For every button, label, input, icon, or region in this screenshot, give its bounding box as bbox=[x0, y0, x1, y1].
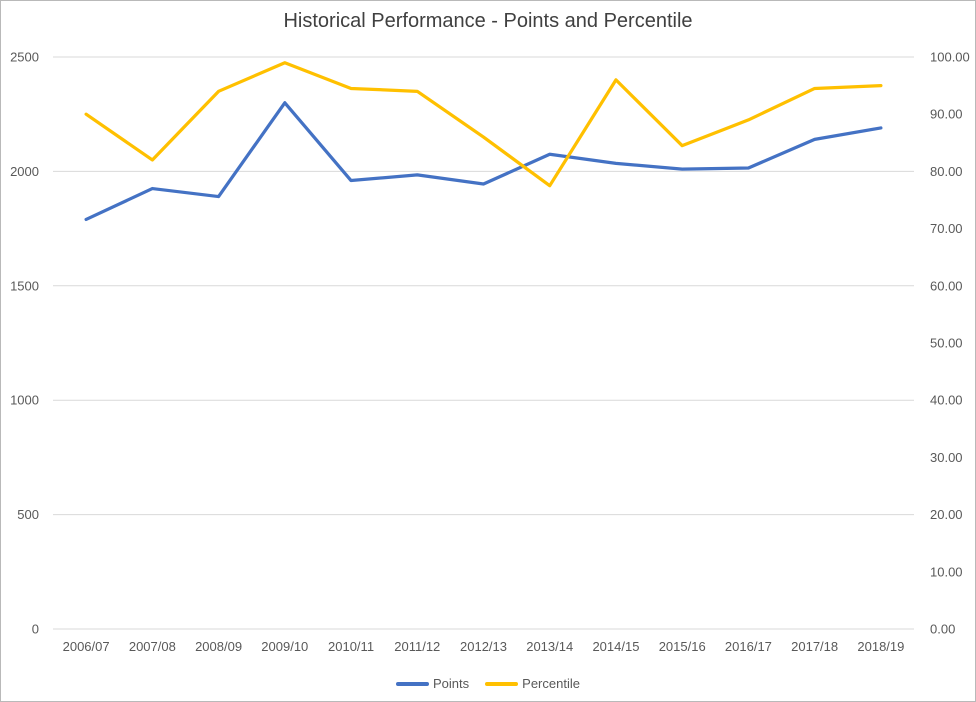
x-axis-label: 2011/12 bbox=[394, 639, 440, 654]
legend: Points Percentile bbox=[1, 676, 975, 691]
y-axis-label-right: 40.00 bbox=[930, 393, 963, 408]
x-axis-label: 2014/15 bbox=[592, 639, 639, 654]
y-axis-label-left: 1000 bbox=[10, 393, 39, 408]
percentile-line-swatch bbox=[485, 681, 519, 686]
x-axis-label: 2007/08 bbox=[129, 639, 176, 654]
points-line bbox=[84, 101, 883, 222]
x-axis-label: 2009/10 bbox=[261, 639, 308, 654]
points-line-swatch bbox=[396, 681, 430, 686]
x-axis-label: 2013/14 bbox=[526, 639, 573, 654]
y-axis-label-left: 0 bbox=[32, 622, 39, 637]
legend-item-points: Points bbox=[396, 676, 469, 691]
y-axis-label-left: 1500 bbox=[10, 278, 39, 293]
y-axis-label-right: 80.00 bbox=[930, 164, 963, 179]
legend-label-percentile: Percentile bbox=[522, 676, 580, 691]
x-axis-label: 2010/11 bbox=[328, 639, 374, 654]
x-axis-label: 2018/19 bbox=[857, 639, 904, 654]
x-axis-label: 2006/07 bbox=[63, 639, 110, 654]
y-axis-label-left: 500 bbox=[17, 507, 39, 522]
y-axis-label-left: 2500 bbox=[10, 50, 39, 65]
legend-item-percentile: Percentile bbox=[485, 676, 580, 691]
y-axis-label-right: 0.00 bbox=[930, 622, 955, 637]
y-axis-label-right: 90.00 bbox=[930, 107, 963, 122]
legend-label-points: Points bbox=[433, 676, 470, 691]
x-axis-label: 2008/09 bbox=[195, 639, 242, 654]
y-axis-label-right: 100.00 bbox=[930, 50, 970, 65]
x-axis-label: 2016/17 bbox=[725, 639, 772, 654]
percentile-line bbox=[84, 61, 883, 188]
y-axis-label-right: 70.00 bbox=[930, 221, 963, 236]
x-axis-label: 2017/18 bbox=[791, 639, 838, 654]
x-axis-label: 2012/13 bbox=[460, 639, 507, 654]
y-axis-label-right: 30.00 bbox=[930, 450, 963, 465]
y-axis-label-right: 60.00 bbox=[930, 278, 963, 293]
x-axis-label: 2015/16 bbox=[659, 639, 706, 654]
y-axis-label-left: 2000 bbox=[10, 164, 39, 179]
y-axis-label-right: 50.00 bbox=[930, 336, 963, 351]
y-axis-label-right: 20.00 bbox=[930, 507, 963, 522]
chart-title: Historical Performance - Points and Perc… bbox=[283, 10, 693, 32]
y-axis-label-right: 10.00 bbox=[930, 564, 963, 579]
